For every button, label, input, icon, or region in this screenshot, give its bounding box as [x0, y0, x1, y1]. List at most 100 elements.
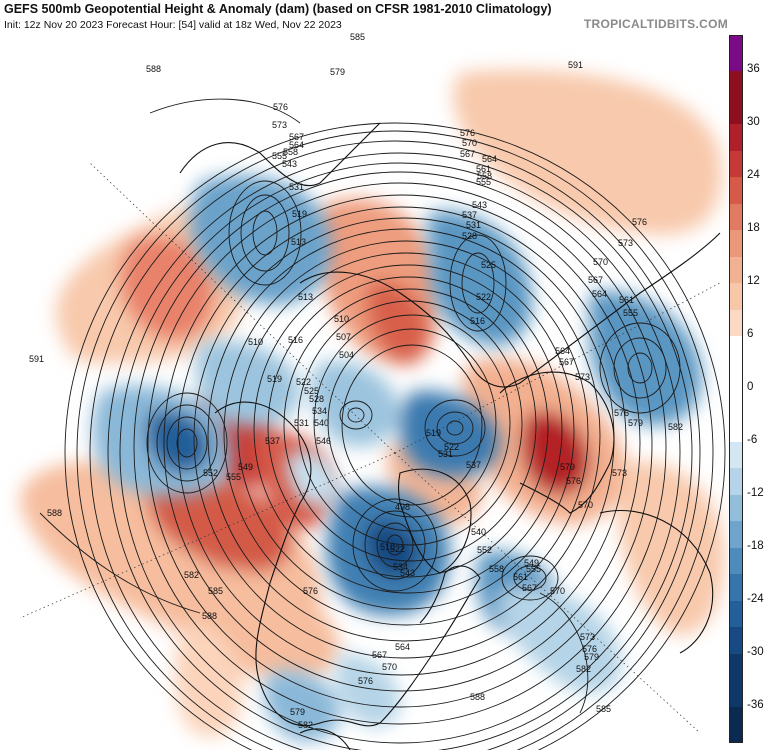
- contour-ring: [64, 122, 726, 755]
- contour-label: 534: [312, 406, 327, 416]
- contour-label: 543: [400, 568, 415, 578]
- contour-label: 555: [476, 177, 491, 187]
- colorbar-band: [730, 494, 742, 522]
- contour-ring: [283, 288, 537, 562]
- contour-label: 522: [296, 377, 311, 387]
- low-contour: [386, 534, 404, 556]
- contour-label: 576: [303, 586, 318, 596]
- contour-label: 516: [470, 316, 485, 326]
- contour-label: 582: [298, 720, 313, 730]
- colorbar-tick-label: 36: [747, 63, 760, 76]
- contour-label: 588: [47, 508, 62, 518]
- contour-label: 573: [272, 120, 287, 130]
- colorbar-band: [730, 441, 742, 469]
- coastline-asia: [299, 232, 721, 388]
- contour-label: 558: [283, 147, 298, 157]
- contour-label: 537: [466, 460, 481, 470]
- low-contour: [166, 416, 208, 470]
- colorbar-band: [730, 177, 742, 204]
- low-contour: [627, 352, 653, 384]
- low-contour: [461, 252, 495, 314]
- colorbar-band: [730, 36, 742, 72]
- low-contour: [347, 407, 365, 423]
- contour-label: 588: [470, 692, 485, 702]
- trough-contour: [539, 592, 589, 714]
- colorbar-tick-label: -12: [747, 486, 764, 499]
- contour-label: 576: [614, 408, 629, 418]
- coastline-europe: [499, 371, 615, 514]
- contour-ring: [207, 228, 601, 642]
- contour-label: 507: [336, 332, 351, 342]
- contour-label: 588: [202, 611, 217, 621]
- low-contour: [240, 194, 290, 272]
- low-contour: [352, 498, 438, 592]
- contour-label: 525: [304, 386, 319, 396]
- contour-label: 555: [623, 308, 638, 318]
- colorbar-tick-label: -18: [747, 539, 764, 552]
- contour-ring: [313, 314, 511, 532]
- colorbar-band: [730, 574, 742, 601]
- brand-watermark[interactable]: TROPICALTIDBITS.COM: [583, 17, 728, 31]
- contour-label: 561: [619, 295, 634, 305]
- anomaly-pos-asia-east: [453, 69, 722, 235]
- low-contour: [436, 411, 474, 445]
- contour-label: 564: [482, 154, 497, 164]
- coastline-south-america: [299, 728, 351, 751]
- colorbar-band: [730, 256, 742, 284]
- contour-label: 525: [481, 260, 496, 270]
- contour-ring: [147, 182, 653, 708]
- contour-label: 519: [426, 428, 441, 438]
- low-contour: [613, 337, 667, 399]
- contour-label: 552: [203, 468, 218, 478]
- contour-label: 573: [580, 632, 595, 642]
- contour-label: 510: [334, 314, 349, 324]
- low-contour: [376, 522, 414, 568]
- meridian: [19, 452, 396, 619]
- contour-label: 510: [248, 337, 263, 347]
- contour-label: 579: [560, 462, 575, 472]
- colorbar-band: [730, 600, 742, 628]
- contour-label: 570: [578, 500, 593, 510]
- contour-label: 591: [568, 60, 583, 70]
- contour-label: 582: [668, 422, 683, 432]
- contour-label: 531: [438, 449, 453, 459]
- anomaly-pos-west-pacific: [119, 235, 216, 341]
- colorbar-tick-label: -36: [747, 698, 764, 711]
- contour-label: 555: [526, 564, 541, 574]
- contour-label: 531: [466, 220, 481, 230]
- contour-label: 555: [272, 151, 287, 161]
- contour-label: 579: [330, 67, 345, 77]
- contour-ring: [341, 344, 483, 506]
- contour-label: 585: [350, 33, 365, 42]
- coastline-north-america: [214, 401, 481, 727]
- contour-label: 567: [588, 275, 603, 285]
- contour-label: 534: [393, 562, 408, 572]
- colorbar-band: [730, 468, 742, 495]
- low-contour: [501, 555, 559, 601]
- anomaly-neg-barents: [399, 391, 500, 477]
- contour-label: 546: [316, 436, 331, 446]
- positive-anomaly-fills: [20, 69, 725, 737]
- contour-label: 519: [267, 374, 282, 384]
- contour-label: 576: [582, 644, 597, 654]
- colorbar-tick-label: -30: [747, 645, 764, 658]
- contour-label: 540: [314, 418, 329, 428]
- contour-label: 519: [292, 209, 307, 219]
- contour-label: 579: [584, 652, 599, 662]
- colorbar-tick-label: 24: [747, 169, 760, 182]
- colorbar-band: [730, 706, 742, 742]
- colorbar-band: [730, 150, 742, 178]
- contour-label: 528: [309, 394, 324, 404]
- contour-ring: [119, 162, 681, 744]
- contour-label: 582: [184, 570, 199, 580]
- anomaly-neg-gulf: [263, 670, 340, 742]
- colorbar-band: [730, 521, 742, 548]
- contour-label: 516: [288, 335, 303, 345]
- anomaly-neg-mid-atlantic: [498, 586, 622, 693]
- contour-label: 537: [265, 436, 280, 446]
- contour-label: 531: [289, 182, 304, 192]
- anomaly-pos-siberia-core: [365, 281, 430, 364]
- colorbar-band: [730, 547, 742, 575]
- contour-label: 513: [291, 237, 306, 247]
- low-contour: [156, 404, 218, 482]
